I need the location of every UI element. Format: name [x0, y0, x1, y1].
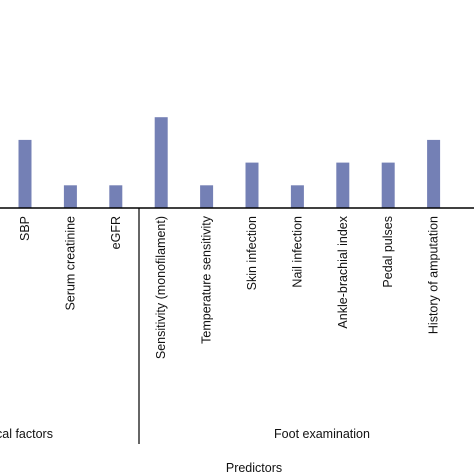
tick-label-3: Sensitivity (monofilament): [154, 216, 168, 359]
bar-1: [63, 185, 77, 208]
bar-7: [336, 162, 350, 208]
tick-label-6: Nail infection: [290, 216, 304, 288]
bar-4: [200, 185, 214, 208]
bar-9: [427, 139, 441, 208]
tick-label-1: Serum creatinine: [63, 216, 77, 311]
bar-6: [290, 185, 304, 208]
bar-2: [109, 185, 123, 208]
tick-label-4: Temperature sensitivity: [200, 215, 214, 344]
tick-labels-group: SBP Serum creatinine eGFR Sensitivity (mono…: [18, 215, 441, 359]
bar-5: [245, 162, 259, 208]
bar-3: [154, 117, 168, 208]
group-label-foot-examination: Foot examination: [274, 427, 370, 441]
tick-label-8: Pedal pulses: [381, 216, 395, 288]
tick-label-5: Skin infection: [245, 216, 259, 290]
bar-0: [18, 139, 32, 208]
group-label-clinical: cal factors: [0, 427, 53, 441]
tick-label-9: History of amputation: [427, 216, 441, 334]
tick-label-7: Ankle-brachial index: [336, 215, 350, 328]
tick-label-2: eGFR: [109, 216, 123, 249]
bar-8: [381, 162, 395, 208]
x-axis-title: Predictors: [226, 461, 282, 474]
bars-group: [18, 117, 441, 208]
tick-label-0: SBP: [18, 216, 32, 241]
